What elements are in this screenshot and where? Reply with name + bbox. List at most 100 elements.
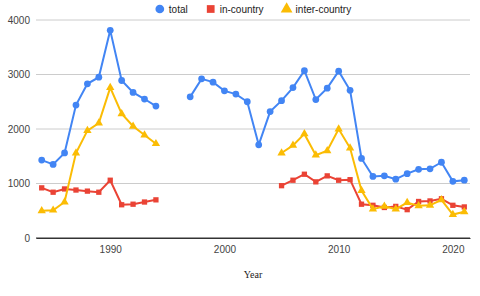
data-point: [312, 96, 319, 103]
data-point: [130, 202, 135, 207]
y-tick: 1000: [8, 178, 36, 189]
data-point: [312, 150, 320, 157]
data-point: [449, 178, 456, 185]
plot-area: 010002000300040001990200020102020: [8, 15, 471, 255]
x-tick: 2010: [328, 238, 351, 255]
data-point: [323, 146, 331, 153]
x-tick-label: 2010: [328, 244, 351, 255]
y-axis: 0 1000 2000 3000 4000: [8, 15, 37, 244]
data-point: [129, 121, 137, 128]
data-point: [380, 202, 388, 209]
data-point: [357, 186, 365, 193]
data-point: [437, 195, 445, 202]
data-point: [83, 126, 91, 133]
series-line: [42, 88, 156, 211]
data-point: [300, 129, 308, 136]
data-point: [278, 97, 285, 104]
data-point: [118, 77, 125, 84]
data-point: [415, 166, 422, 173]
legend-marker: [281, 2, 293, 12]
data-point: [117, 109, 125, 116]
data-point: [130, 89, 137, 96]
data-point: [210, 79, 217, 86]
data-point: [73, 187, 78, 192]
y-axis-line: [36, 21, 37, 239]
data-point: [313, 179, 318, 184]
legend-label: total: [169, 4, 188, 15]
data-point: [38, 206, 46, 213]
legend-marker: [155, 5, 164, 14]
data-point: [336, 178, 341, 183]
data-point: [39, 185, 44, 190]
data-point: [279, 183, 284, 188]
data-point: [347, 177, 352, 182]
data-point: [392, 176, 399, 183]
x-tick: 2000: [214, 238, 237, 255]
data-point: [325, 173, 330, 178]
data-point: [301, 67, 308, 74]
series-line: [42, 180, 156, 205]
y-tick-label: 3000: [8, 69, 31, 80]
series-line: [190, 71, 464, 182]
data-point: [460, 207, 468, 214]
legend-label: in-country: [220, 4, 264, 15]
data-point: [346, 143, 354, 150]
data-point: [370, 173, 377, 180]
data-point: [73, 102, 80, 109]
data-point: [369, 204, 377, 211]
data-point: [404, 170, 411, 177]
data-point: [255, 141, 262, 148]
data-point: [49, 205, 57, 212]
data-point: [335, 68, 342, 75]
data-point: [153, 103, 160, 110]
data-point: [95, 118, 103, 125]
data-point: [347, 87, 354, 94]
data-point: [50, 190, 55, 195]
data-point: [38, 157, 45, 164]
x-axis: 1990200020102020: [37, 238, 471, 255]
series-line: [282, 129, 465, 215]
data-point: [244, 98, 251, 105]
y-tick-label: 0: [24, 233, 30, 244]
data-point: [450, 203, 455, 208]
data-point: [232, 91, 239, 98]
data-point: [72, 148, 80, 155]
y-tick-label: 4000: [8, 15, 31, 26]
x-tick-label: 1990: [100, 244, 123, 255]
legend-item: in-country: [207, 4, 264, 15]
data-point: [334, 124, 342, 131]
legend: total in-country inter-country: [155, 2, 351, 15]
x-tick-label: 2000: [214, 244, 237, 255]
grid: [36, 20, 470, 238]
data-point: [108, 178, 113, 183]
data-point: [141, 96, 148, 103]
data-point: [302, 172, 307, 177]
y-tick: 4000: [8, 15, 36, 26]
data-point: [60, 197, 68, 204]
data-point: [140, 130, 148, 137]
data-point: [50, 161, 57, 168]
y-tick: 2000: [8, 124, 36, 135]
grid-line: [36, 20, 470, 21]
legend-label: inter-country: [296, 4, 352, 15]
data-point: [289, 141, 297, 148]
y-tick: 3000: [8, 69, 36, 80]
x-axis-line: [37, 238, 471, 239]
data-point: [427, 165, 434, 172]
data-point: [461, 177, 468, 184]
legend-item: total: [155, 4, 187, 15]
data-point: [153, 197, 158, 202]
data-point: [438, 159, 445, 166]
data-point: [403, 198, 411, 205]
series-line: [42, 30, 156, 164]
data-point: [85, 188, 90, 193]
legend-marker: [207, 5, 215, 13]
y-tick: 0: [24, 233, 36, 244]
x-axis-title: Year: [244, 269, 263, 280]
data-point: [405, 207, 410, 212]
data-point: [381, 172, 388, 179]
data-point: [61, 150, 68, 157]
y-tick-label: 1000: [8, 178, 31, 189]
legend-item: inter-country: [281, 2, 351, 15]
data-point: [221, 87, 228, 94]
